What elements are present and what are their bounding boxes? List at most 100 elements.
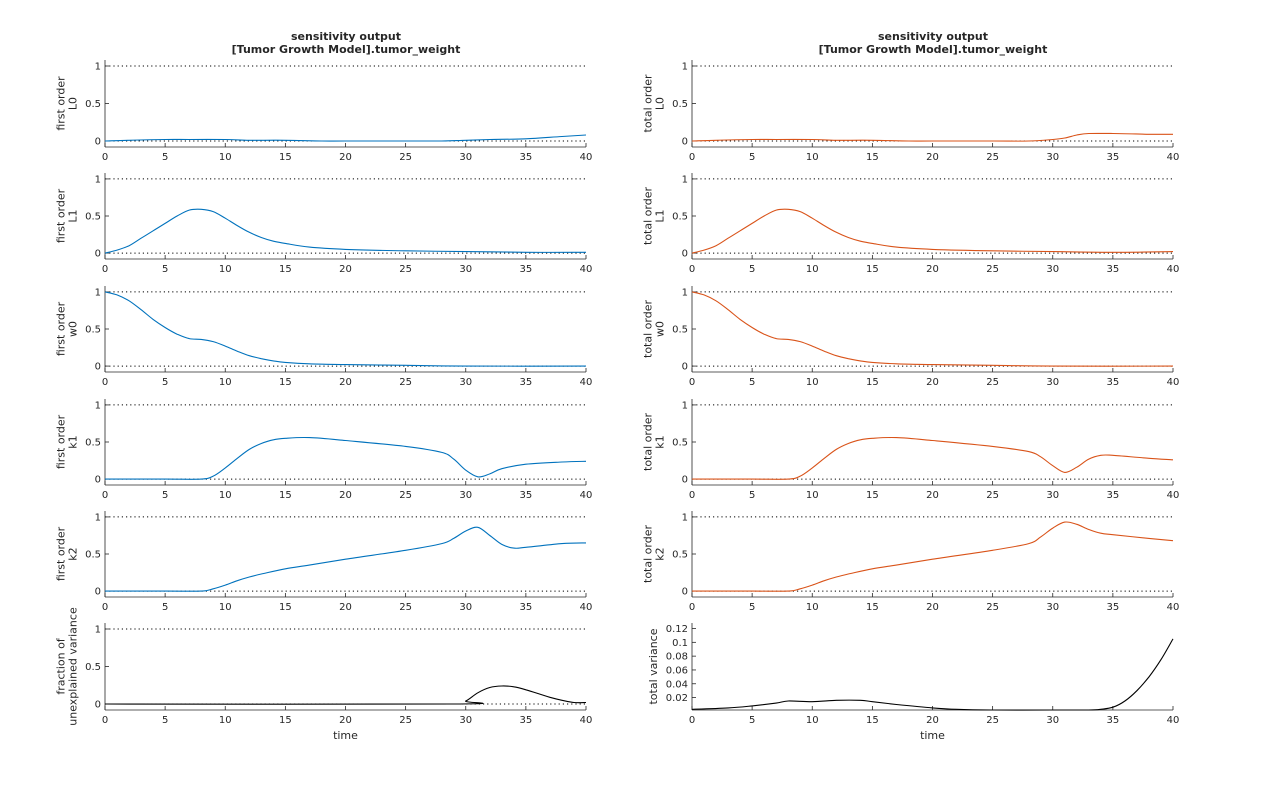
x-tick-label: 5 — [749, 602, 755, 613]
x-tick-label: 40 — [1167, 264, 1180, 275]
y-tick-label: 0.12 — [666, 624, 688, 635]
right-title-line2: [Tumor Growth Model].tumor_weight — [819, 43, 1048, 56]
x-tick-label: 35 — [1107, 715, 1120, 726]
series-line — [105, 436, 587, 480]
left-title-line1: sensitivity output — [291, 30, 401, 43]
x-tick-label: 30 — [1046, 602, 1059, 613]
x-tick-label: 10 — [806, 715, 819, 726]
y-tick-label: 1 — [95, 400, 101, 411]
y-axis-label: fraction of — [54, 637, 67, 694]
y-tick-label: 1 — [682, 512, 688, 523]
x-tick-label: 5 — [749, 715, 755, 726]
x-tick-label: 15 — [866, 264, 879, 275]
x-tick-label: 10 — [806, 152, 819, 163]
x-tick-label: 20 — [339, 490, 352, 501]
x-tick-label: 35 — [1107, 490, 1120, 501]
x-tick-label: 40 — [580, 377, 593, 388]
y-tick-label: 0 — [95, 362, 101, 373]
y-tick-label: 1 — [682, 400, 688, 411]
x-tick-label: 15 — [866, 490, 879, 501]
x-tick-label: 30 — [1046, 152, 1059, 163]
x-tick-label: 30 — [1046, 377, 1059, 388]
series-line — [104, 208, 587, 254]
x-tick-label: 40 — [1167, 715, 1180, 726]
x-tick-label: 10 — [219, 264, 232, 275]
y-tick-label: 0 — [682, 475, 688, 486]
y-axis-label: k2 — [66, 547, 79, 560]
x-tick-label: 10 — [219, 715, 232, 726]
x-tick-label: 15 — [279, 377, 292, 388]
x-tick-label: 20 — [926, 715, 939, 726]
y-axis-label: L1 — [653, 209, 666, 222]
y-tick-label: 0.5 — [672, 212, 688, 223]
y-tick-label: 0.5 — [672, 325, 688, 336]
x-tick-label: 15 — [866, 377, 879, 388]
x-tick-label: 40 — [1167, 602, 1180, 613]
y-tick-label: 1 — [95, 62, 101, 73]
x-axis-label: time — [920, 729, 945, 742]
x-tick-label: 40 — [580, 490, 593, 501]
y-tick-label: 0.02 — [666, 693, 688, 704]
y-tick-label: 0.5 — [85, 212, 101, 223]
series-line — [104, 134, 587, 142]
y-axis-label: first order — [54, 414, 67, 469]
subplot-left-6: 0 5 10 15 20 25 30 35 40 0 0.5 1 fraction of unexplai… — [54, 607, 592, 742]
x-tick-label: 10 — [219, 490, 232, 501]
y-tick-label: 0 — [682, 137, 688, 148]
right-title-line1: sensitivity output — [878, 30, 988, 43]
y-axis-label: L0 — [653, 97, 666, 110]
x-tick-label: 0 — [102, 152, 108, 163]
x-tick-label: 20 — [926, 377, 939, 388]
y-tick-label: 1 — [95, 287, 101, 298]
y-axis-label: total order — [641, 300, 654, 358]
x-tick-label: 25 — [399, 602, 412, 613]
x-tick-label: 20 — [926, 602, 939, 613]
y-axis-label: k1 — [653, 435, 666, 448]
subplot-right-6: 0 5 10 15 20 25 30 35 40 0.02 0.04 0.06 0.08 0.1 0.12 t… — [647, 623, 1179, 742]
y-tick-label: 0 — [95, 137, 101, 148]
x-tick-label: 40 — [1167, 152, 1180, 163]
x-tick-label: 15 — [866, 602, 879, 613]
subplot-left-4: 0 5 10 15 20 25 30 35 40 0 0.5 1 first order k1 — [54, 399, 592, 501]
y-tick-label: 0 — [682, 249, 688, 260]
y-tick-label: 0 — [95, 587, 101, 598]
y-axis-label: total order — [641, 74, 654, 132]
x-tick-label: 0 — [689, 602, 695, 613]
x-tick-label: 30 — [459, 715, 472, 726]
x-tick-label: 20 — [339, 602, 352, 613]
x-tick-label: 10 — [806, 377, 819, 388]
x-tick-label: 25 — [399, 377, 412, 388]
x-tick-label: 0 — [102, 715, 108, 726]
x-tick-label: 40 — [1167, 490, 1180, 501]
y-tick-label: 1 — [682, 62, 688, 73]
x-tick-label: 30 — [459, 377, 472, 388]
y-axis-label: total order — [641, 525, 654, 583]
x-tick-label: 20 — [926, 152, 939, 163]
y-axis-label: total order — [641, 187, 654, 245]
y-axis-label: k2 — [653, 547, 666, 560]
x-tick-label: 30 — [1046, 715, 1059, 726]
x-tick-label: 25 — [986, 377, 999, 388]
y-tick-label: 0.5 — [672, 550, 688, 561]
x-tick-label: 15 — [279, 490, 292, 501]
y-tick-label: 0 — [95, 700, 101, 711]
x-tick-label: 35 — [520, 264, 533, 275]
series-line — [691, 208, 1174, 254]
y-axis-label: L0 — [66, 97, 79, 110]
x-tick-label: 25 — [399, 152, 412, 163]
subplot-left-3: 0 5 10 15 20 25 30 35 40 0 0.5 1 first order w0 — [54, 286, 592, 388]
x-tick-label: 5 — [162, 152, 168, 163]
x-tick-label: 10 — [806, 490, 819, 501]
x-tick-label: 0 — [102, 490, 108, 501]
x-tick-label: 30 — [459, 602, 472, 613]
subplot-right-5: 0 5 10 15 20 25 30 35 40 0 0.5 1 total order k2 — [641, 511, 1179, 613]
series-line — [691, 638, 1174, 711]
x-tick-label: 40 — [580, 602, 593, 613]
x-tick-label: 35 — [1107, 377, 1120, 388]
x-tick-label: 10 — [806, 264, 819, 275]
x-tick-label: 0 — [689, 152, 695, 163]
x-tick-label: 15 — [279, 715, 292, 726]
y-tick-label: 0.5 — [85, 438, 101, 449]
series-line — [691, 521, 1174, 592]
